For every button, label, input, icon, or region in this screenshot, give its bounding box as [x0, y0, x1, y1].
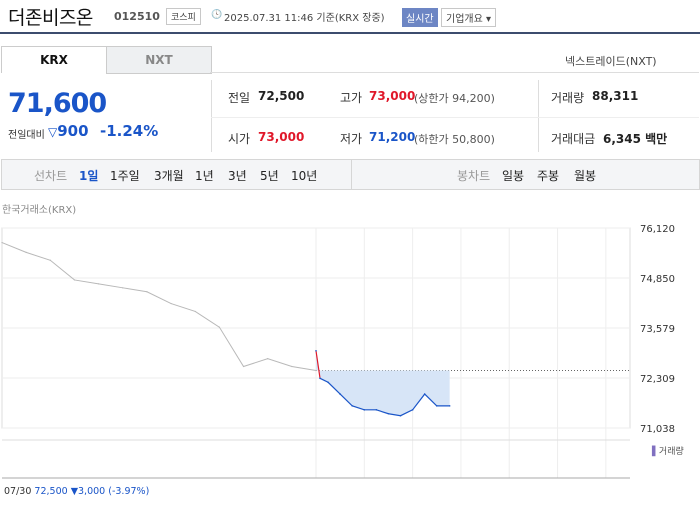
market-badge: 코스피 [166, 8, 201, 25]
prev-change: ▼3,000 [70, 486, 106, 497]
prev-change-pct: (-3.97%) [108, 486, 150, 497]
clock-icon: 🕓 [211, 10, 223, 20]
period-toolbar [1, 159, 700, 190]
data-point-today [327, 381, 329, 384]
period-10y[interactable]: 10년 [291, 169, 318, 183]
data-point-today [448, 405, 451, 407]
high-label: 고가 [340, 91, 363, 105]
divider [351, 160, 352, 189]
series-today-up-segment [315, 350, 321, 379]
prev-date: 07/30 [4, 486, 32, 497]
low-value: 71,200 [369, 130, 416, 144]
change-percent: -1.24% [100, 122, 159, 140]
y-tick-label: 73,579 [640, 324, 675, 335]
candle-monthly[interactable]: 월봉 [574, 169, 597, 183]
period-1y[interactable]: 1년 [195, 169, 214, 183]
data-point-today [435, 405, 438, 407]
low-label: 저가 [340, 132, 363, 146]
lower-limit: (하한가 50,800) [414, 133, 495, 146]
data-point-today [375, 409, 378, 411]
tab-krx[interactable]: KRX [1, 46, 107, 73]
open-value: 73,000 [258, 130, 305, 144]
chart-source-label: 한국거래소(KRX) [2, 205, 77, 216]
amount-label: 거래대금 [551, 132, 596, 146]
y-tick-label: 71,038 [640, 424, 675, 435]
data-point-today [315, 349, 317, 352]
high-value: 73,000 [369, 89, 416, 103]
divider [538, 80, 539, 152]
candle-weekly[interactable]: 주봉 [537, 169, 560, 183]
price-chart: 76,12074,85073,57972,30971,03807/3110:00… [1, 224, 675, 479]
volume-value: 88,311 [592, 89, 639, 103]
realtime-button[interactable]: 실시간 [402, 8, 438, 27]
change-value: ▽900 [48, 122, 89, 140]
next-trade-label: 넥스트레이드(NXT) [565, 55, 657, 68]
line-chart-label: 선차트 [34, 169, 68, 183]
data-point-today [363, 409, 366, 411]
current-price: 71,600 [8, 88, 107, 119]
prev-close-value: 72,500 [258, 89, 305, 103]
company-info-dropdown[interactable]: 기업개요 ▾ [441, 8, 496, 27]
y-tick-label: 72,309 [640, 374, 675, 385]
change-amount: 900 [57, 122, 89, 140]
data-point-today [339, 393, 341, 395]
series-today-area [316, 350, 450, 416]
data-point-today [387, 412, 390, 415]
amount-value: 6,345 백만 [603, 132, 668, 146]
period-3m[interactable]: 3개월 [154, 169, 184, 183]
tab-divider [210, 72, 699, 73]
series-prev-day [1, 242, 317, 371]
period-5y[interactable]: 5년 [260, 169, 279, 183]
down-arrow-icon: ▽ [48, 125, 58, 139]
data-point-today [319, 377, 321, 380]
stock-header [0, 0, 700, 34]
upper-limit: (상한가 94,200) [414, 92, 495, 105]
prev-close-label: 전일 [228, 91, 251, 105]
divider [211, 117, 699, 118]
data-point-today [411, 409, 414, 411]
stock-name: 더존비즈온 [8, 7, 93, 29]
data-point-today [423, 393, 426, 395]
tab-nxt[interactable]: NXT [106, 46, 212, 74]
period-1d[interactable]: 1일 [79, 169, 99, 183]
period-1w[interactable]: 1주일 [110, 169, 140, 183]
volume-legend-label: 거래량 [658, 447, 684, 457]
prev-day-summary: 07/30 72,500 ▼3,000 (-3.97%) [4, 486, 149, 497]
data-point-today [351, 405, 354, 407]
divider [211, 80, 212, 152]
y-tick-label: 76,120 [640, 224, 675, 235]
data-point-today [399, 414, 402, 417]
volume-label: 거래량 [551, 91, 585, 105]
candle-daily[interactable]: 일봉 [502, 169, 525, 183]
volume-legend: ▌거래량 [652, 447, 684, 457]
change-label: 전일대비 [8, 130, 45, 141]
series-today [319, 377, 450, 417]
period-3y[interactable]: 3년 [228, 169, 247, 183]
timestamp: 2025.07.31 11:46 기준(KRX 장중) [224, 13, 385, 24]
open-label: 시가 [228, 132, 251, 146]
prev-price: 72,500 [34, 486, 68, 497]
y-tick-label: 74,850 [640, 274, 675, 285]
candle-chart-label: 봉차트 [457, 169, 491, 183]
stock-code: 012510 [114, 10, 160, 23]
